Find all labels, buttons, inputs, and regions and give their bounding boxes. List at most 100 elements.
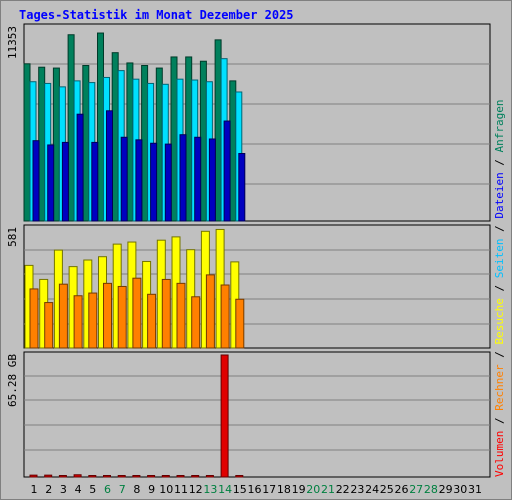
bar-anfragen-day-3 (52, 67, 60, 222)
bar-volumen-day-3 (58, 475, 67, 478)
x-tick-label-day-25: 25 (380, 483, 394, 496)
bar-volumen-day-12 (191, 475, 200, 478)
bar-dateien-day-7 (120, 136, 128, 222)
x-tick-label-day-5: 5 (89, 483, 96, 496)
bar-rechner-day-12 (191, 296, 201, 349)
x-tick-label-day-26: 26 (395, 483, 409, 496)
x-tick-label-day-12: 12 (189, 483, 203, 496)
legend-separator: / (493, 345, 506, 365)
bar-dateien-day-13 (208, 138, 216, 222)
panel-3-max-label: 65.28 GB (6, 354, 19, 407)
x-tick-label-day-3: 3 (60, 483, 67, 496)
bar-rechner-day-5 (88, 292, 98, 349)
bar-rechner-day-15 (235, 298, 245, 349)
bar-volumen-day-9 (147, 475, 156, 478)
panel-2-max-label: 581 (6, 227, 19, 247)
bar-anfragen-day-7 (111, 52, 119, 222)
x-tick-label-day-27: 27 (409, 483, 423, 496)
bar-anfragen-day-4 (67, 34, 75, 222)
bar-rechner-day-14 (220, 284, 230, 349)
bar-volumen-day-10 (161, 475, 170, 478)
x-tick-label-day-19: 19 (292, 483, 306, 496)
bar-rechner-day-8 (132, 277, 142, 349)
legend-item-besuche: Besuche (493, 298, 506, 344)
bar-dateien-day-3 (61, 141, 69, 222)
bar-dateien-day-2 (47, 144, 55, 222)
bar-dateien-day-1 (32, 140, 40, 222)
legend-item-volumen: Volumen (493, 431, 506, 477)
bar-dateien-day-12 (194, 136, 202, 222)
legend-separator: / (493, 411, 506, 431)
bar-anfragen-day-15 (229, 80, 237, 222)
bar-volumen-day-13 (205, 475, 214, 478)
x-tick-label-day-13: 13 (203, 483, 217, 496)
bar-anfragen-day-10 (155, 67, 163, 222)
bar-anfragen-day-8 (126, 62, 134, 222)
bar-anfragen-day-13 (199, 60, 207, 222)
bar-anfragen-day-6 (97, 32, 104, 222)
bar-dateien-day-14 (223, 120, 231, 222)
x-tick-label-day-4: 4 (75, 483, 82, 496)
x-tick-label-day-22: 22 (336, 483, 350, 496)
x-tick-label-day-6: 6 (104, 483, 111, 496)
bar-dateien-day-6 (106, 110, 113, 222)
bar-rechner-day-10 (161, 278, 171, 349)
x-tick-label-day-10: 10 (159, 483, 173, 496)
legend-item-anfragen: Anfragen (493, 99, 506, 152)
x-tick-label-day-31: 31 (468, 483, 482, 496)
panel-1-max-label: 11353 (6, 26, 19, 59)
bar-rechner-day-6 (103, 282, 112, 349)
legend: Volumen / Rechner / Besuche / Seiten / D… (493, 99, 506, 477)
bar-volumen-day-2 (44, 474, 53, 478)
bar-anfragen-day-1 (23, 63, 31, 222)
bar-rechner-day-9 (147, 293, 157, 349)
x-tick-label-day-28: 28 (424, 483, 438, 496)
bar-dateien-day-10 (164, 143, 172, 222)
bar-volumen-day-8 (132, 475, 141, 478)
x-tick-label-day-20: 20 (306, 483, 320, 496)
x-tick-label-day-1: 1 (31, 483, 38, 496)
bar-dateien-day-9 (150, 142, 158, 222)
x-tick-label-day-18: 18 (277, 483, 291, 496)
bar-rechner-day-1 (29, 288, 39, 349)
bar-dateien-day-8 (135, 139, 143, 222)
x-tick-label-day-2: 2 (45, 483, 52, 496)
bar-dateien-day-5 (91, 141, 99, 222)
bar-dateien-day-15 (238, 153, 246, 222)
x-tick-label-day-8: 8 (133, 483, 140, 496)
bar-rechner-day-2 (44, 302, 54, 349)
x-tick-label-day-17: 17 (262, 483, 276, 496)
bar-anfragen-day-9 (141, 64, 149, 222)
x-tick-label-day-9: 9 (148, 483, 155, 496)
x-tick-label-day-21: 21 (321, 483, 335, 496)
x-tick-label-day-15: 15 (233, 483, 247, 496)
bar-rechner-day-11 (176, 282, 186, 349)
legend-separator: / (493, 219, 506, 239)
x-tick-label-day-24: 24 (365, 483, 379, 496)
bar-rechner-day-7 (117, 285, 127, 349)
x-tick-label-day-23: 23 (350, 483, 364, 496)
bar-anfragen-day-5 (82, 64, 90, 222)
bar-volumen-day-5 (88, 475, 97, 478)
bar-rechner-day-4 (73, 295, 83, 349)
bar-volumen-day-4 (73, 474, 82, 478)
x-tick-label-day-29: 29 (439, 483, 453, 496)
x-tick-label-day-16: 16 (248, 483, 262, 496)
bar-anfragen-day-14 (214, 39, 222, 222)
bar-volumen-day-6 (103, 475, 111, 478)
bar-dateien-day-4 (76, 113, 84, 222)
x-tick-label-day-11: 11 (174, 483, 188, 496)
bar-volumen-day-15 (235, 475, 244, 478)
chart-title: Tages-Statistik im Monat Dezember 2025 (19, 8, 294, 22)
bar-anfragen-day-2 (38, 66, 46, 222)
legend-item-seiten: Seiten (493, 239, 506, 279)
bar-volumen-day-1 (29, 474, 38, 478)
bar-volumen-day-7 (117, 475, 126, 478)
bar-volumen-day-14 (220, 354, 229, 478)
legend-separator: / (493, 278, 506, 298)
x-tick-label-day-14: 14 (218, 483, 232, 496)
bar-rechner-day-3 (58, 283, 68, 349)
bar-dateien-day-11 (179, 134, 187, 222)
legend-item-rechner: Rechner (493, 364, 506, 411)
